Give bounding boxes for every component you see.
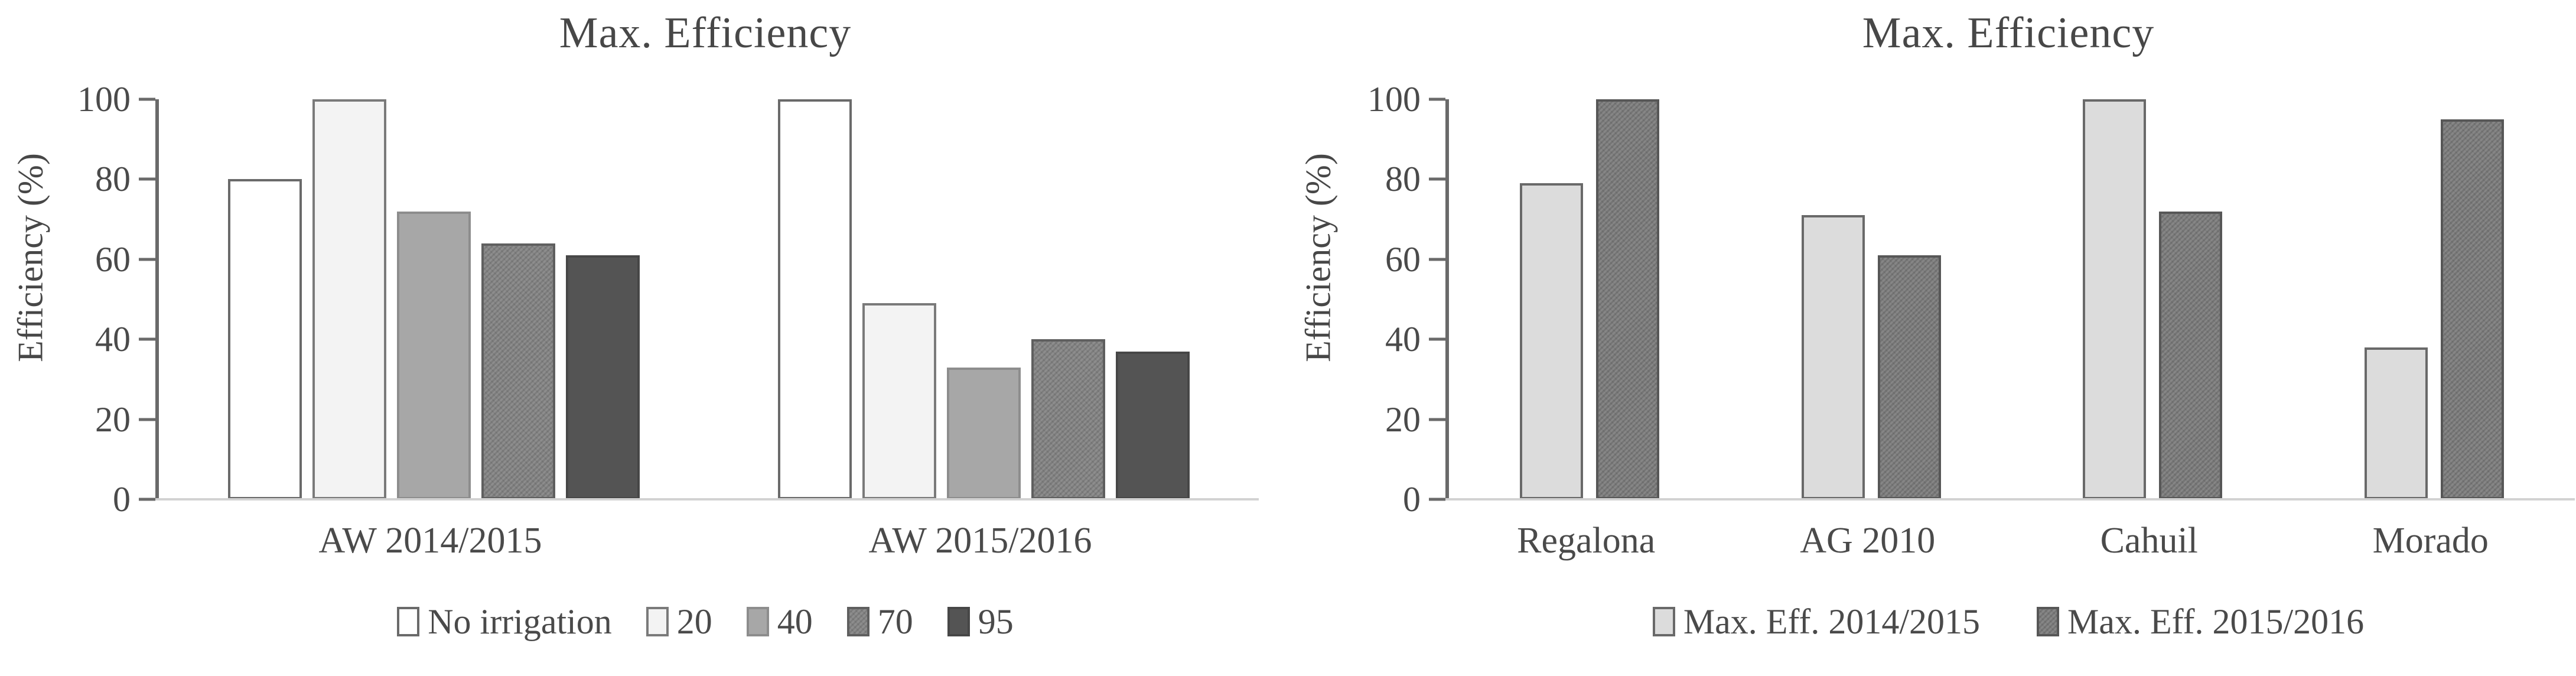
- y-tick-label: 60: [1385, 239, 1421, 279]
- y-axis-tick-labels: 100 80 60 40 20 0: [1288, 82, 1421, 517]
- y-tick-label: 0: [1403, 480, 1421, 519]
- legend-item: 40: [746, 602, 813, 641]
- y-tick-label: 80: [95, 160, 131, 199]
- y-tick-mark: [1429, 258, 1445, 261]
- plot-area: [1445, 99, 2575, 500]
- chart-cultivar-max-efficiency: Max. Efficiency Efficiency (%) 100 80 60 40…: [1288, 0, 2576, 676]
- y-tick-mark: [1429, 418, 1445, 421]
- legend-swatch: [397, 607, 420, 636]
- legend-swatch: [2037, 607, 2059, 636]
- bar: [1031, 339, 1105, 499]
- x-category-label: AW 2014/2015: [318, 521, 542, 561]
- bar: [397, 212, 471, 499]
- chart-title: Max. Efficiency: [1862, 9, 2155, 57]
- y-tick-mark: [1429, 337, 1445, 341]
- bar: [778, 99, 852, 499]
- x-category-label: AG 2010: [1800, 521, 1936, 561]
- bar: [862, 303, 936, 499]
- legend-item: 95: [947, 604, 1014, 639]
- y-tick-label: 60: [95, 239, 131, 279]
- legend-label: 70: [877, 602, 913, 641]
- x-axis-category-labels: Regalona AG 2010 Cahuil Morado: [1445, 520, 2571, 562]
- bar: [566, 255, 640, 499]
- bar-group: [1731, 99, 2012, 499]
- bar: [1520, 183, 1584, 499]
- legend-item: 20: [646, 604, 712, 639]
- y-tick-label: 40: [1385, 320, 1421, 359]
- y-tick-label: 100: [1367, 80, 1421, 119]
- bar: [312, 99, 386, 499]
- x-axis-line: [155, 498, 1259, 500]
- legend-label: 95: [978, 602, 1014, 641]
- bar-groups: [159, 99, 1259, 499]
- bar: [1877, 255, 1941, 499]
- bar: [2083, 99, 2147, 499]
- y-tick-label: 80: [1385, 160, 1421, 199]
- y-tick-label: 20: [1385, 399, 1421, 439]
- bar-group: [1449, 99, 1731, 499]
- legend-swatch: [1652, 607, 1675, 636]
- y-tick-label: 40: [95, 320, 131, 359]
- y-tick-mark: [1429, 177, 1445, 181]
- bar: [1116, 352, 1190, 499]
- legend-swatch: [646, 607, 669, 636]
- legend-item: 70: [846, 602, 913, 641]
- bar: [228, 179, 302, 499]
- legend-label: 40: [777, 602, 813, 641]
- x-category-label: AW 2015/2016: [868, 521, 1092, 561]
- legend-label: 20: [676, 602, 712, 641]
- bar: [947, 368, 1021, 499]
- y-tick-label: 20: [95, 399, 131, 439]
- legend-item: Max. Eff. 2014/2015: [1652, 602, 1980, 641]
- y-tick-mark: [139, 498, 155, 501]
- legend-swatch: [746, 607, 769, 636]
- legend-label: Max. Eff. 2015/2016: [2067, 602, 2365, 641]
- y-tick-mark: [139, 258, 155, 261]
- x-axis-line: [1445, 498, 2575, 500]
- bar-groups: [1449, 99, 2575, 499]
- x-category-label: Regalona: [1517, 521, 1656, 561]
- bar-group: [2012, 99, 2294, 499]
- legend: No irrigation 20 40 70 95: [155, 604, 1255, 639]
- bar: [481, 243, 555, 499]
- y-tick-mark: [139, 418, 155, 421]
- bar-group: [2294, 99, 2575, 499]
- legend-item: No irrigation: [397, 604, 612, 639]
- bar: [2159, 212, 2223, 499]
- y-axis-tick-labels: 100 80 60 40 20 0: [0, 82, 131, 517]
- legend-swatch: [846, 607, 869, 636]
- legend-label: No irrigation: [428, 602, 612, 641]
- legend-swatch: [947, 607, 970, 636]
- y-tick-mark: [1429, 498, 1445, 501]
- y-tick-mark: [139, 177, 155, 181]
- y-tick-label: 0: [113, 480, 131, 519]
- legend-label: Max. Eff. 2014/2015: [1683, 602, 1980, 641]
- x-axis-category-labels: AW 2014/2015 AW 2015/2016: [155, 520, 1255, 562]
- y-tick-mark: [139, 98, 155, 101]
- legend-item: Max. Eff. 2015/2016: [2037, 604, 2364, 639]
- x-category-label: Morado: [2372, 521, 2489, 561]
- plot-area: [155, 99, 1259, 500]
- bar: [2440, 119, 2504, 499]
- y-tick-mark: [139, 337, 155, 341]
- bar: [2364, 347, 2428, 499]
- bar: [1596, 99, 1660, 499]
- legend: Max. Eff. 2014/2015 Max. Eff. 2015/2016: [1445, 604, 2571, 639]
- bar: [1801, 215, 1865, 499]
- x-category-label: Cahuil: [2100, 521, 2198, 561]
- chart-title: Max. Efficiency: [559, 9, 852, 57]
- y-tick-mark: [1429, 98, 1445, 101]
- y-tick-label: 100: [77, 80, 131, 119]
- bar-group: [159, 99, 709, 499]
- bar-group: [709, 99, 1259, 499]
- chart-irrigation-max-efficiency: Max. Efficiency Efficiency (%) 100 80 60 40…: [0, 9, 1259, 639]
